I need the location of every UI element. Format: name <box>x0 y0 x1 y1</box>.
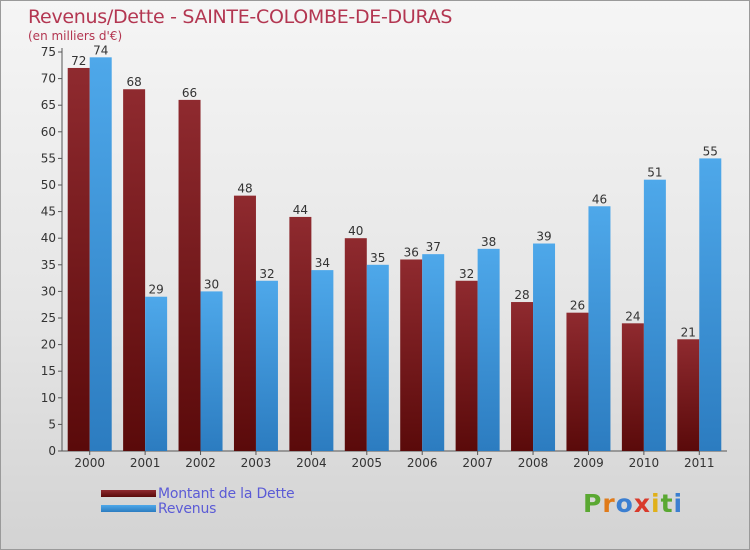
y-tick-label-20: 20 <box>41 338 56 352</box>
x-tick-label-2008: 2008 <box>518 456 549 470</box>
bar-revenus-2005 <box>366 264 389 451</box>
x-tick-label-2002: 2002 <box>185 456 216 470</box>
value-labels: 72 74 68 29 66 30 48 32 44 34 40 35 36 37 32 38 28 39 26 46… <box>71 43 718 339</box>
value-label-revenus-2011: 55 <box>703 144 718 158</box>
bar-revenus-2002 <box>200 291 223 451</box>
y-tick-label-50: 50 <box>41 178 56 192</box>
value-label-dette-2003: 48 <box>237 182 252 196</box>
bar-dette-2008 <box>511 302 534 451</box>
bar-revenus-2009 <box>588 206 611 451</box>
bar-revenus-2004 <box>311 270 334 451</box>
value-label-dette-2007: 32 <box>459 267 474 281</box>
value-label-dette-2001: 68 <box>126 75 141 89</box>
y-tick-label-30: 30 <box>41 284 56 298</box>
value-label-dette-2010: 24 <box>625 309 640 323</box>
bar-revenus-2000 <box>89 57 112 451</box>
bar-dette-2003 <box>233 195 256 451</box>
y-tick-label-5: 5 <box>48 417 56 431</box>
value-label-dette-2000: 72 <box>71 54 86 68</box>
bar-dette-2000 <box>67 67 90 452</box>
value-label-revenus-2008: 39 <box>536 230 551 244</box>
y-tick-label-15: 15 <box>41 364 56 378</box>
value-label-revenus-2002: 30 <box>204 277 219 291</box>
value-label-dette-2005: 40 <box>348 224 363 238</box>
value-label-dette-2011: 21 <box>681 325 696 339</box>
bar-revenus-2010 <box>643 179 666 451</box>
logo-letter: P <box>583 489 603 518</box>
bar-revenus-2001 <box>145 296 168 451</box>
value-label-revenus-2003: 32 <box>259 267 274 281</box>
logo-letter: t <box>660 489 674 518</box>
x-tick-label-2006: 2006 <box>407 456 438 470</box>
value-label-dette-2009: 26 <box>570 299 585 313</box>
x-tick-label-2004: 2004 <box>296 456 327 470</box>
bar-revenus-2007 <box>477 248 500 451</box>
bar-dette-2001 <box>123 89 146 452</box>
bar-dette-2009 <box>566 312 589 451</box>
y-tick-label-25: 25 <box>41 311 56 325</box>
legend-label-revenus: Revenus <box>158 500 217 517</box>
y-tick-label-10: 10 <box>41 391 56 405</box>
bar-dette-2004 <box>289 216 312 451</box>
bar-dette-2007 <box>455 280 478 451</box>
logo-letter: i <box>673 489 684 518</box>
logo-letter: x <box>633 489 651 518</box>
y-tick-label-65: 65 <box>41 98 56 112</box>
x-tick-label-2009: 2009 <box>573 456 604 470</box>
value-label-revenus-2006: 37 <box>426 240 441 254</box>
bar-dette-2010 <box>621 323 644 451</box>
y-tick-label-70: 70 <box>41 72 56 86</box>
y-tick-label-45: 45 <box>41 205 56 219</box>
x-tick-label-2001: 2001 <box>130 456 161 470</box>
value-label-revenus-2001: 29 <box>148 283 163 297</box>
value-label-revenus-2000: 74 <box>93 43 108 57</box>
y-tick-label-60: 60 <box>41 125 56 139</box>
bar-revenus-2011 <box>699 158 722 451</box>
x-tick-label-2007: 2007 <box>462 456 493 470</box>
y-tick-label-40: 40 <box>41 231 56 245</box>
value-label-revenus-2010: 51 <box>647 166 662 180</box>
bar-dette-2011 <box>677 339 700 451</box>
chart-title: Revenus/Dette - SAINTE-COLOMBE-DE-DURAS <box>28 6 453 28</box>
value-label-dette-2006: 36 <box>404 245 419 259</box>
x-tick-label-2005: 2005 <box>352 456 383 470</box>
bar-dette-2005 <box>344 238 367 451</box>
axes: 0 5 10 15 20 25 30 35 40 45 50 55 60 65 70 75 2000 2001 20… <box>41 45 727 470</box>
bar-revenus-2003 <box>255 280 278 451</box>
value-label-dette-2004: 44 <box>293 203 308 217</box>
chart-subtitle: (en milliers d'€) <box>28 29 123 43</box>
x-tick-label-2010: 2010 <box>629 456 660 470</box>
bar-dette-2002 <box>178 99 201 451</box>
bar-dette-2006 <box>400 259 423 451</box>
value-label-dette-2008: 28 <box>514 288 529 302</box>
legend: Montant de la Dette Revenus <box>101 485 295 517</box>
y-tick-label-75: 75 <box>41 45 56 59</box>
x-tick-label-2000: 2000 <box>74 456 105 470</box>
legend-label-dette: Montant de la Dette <box>158 485 295 502</box>
value-label-revenus-2005: 35 <box>370 251 385 265</box>
y-tick-label-55: 55 <box>41 151 56 165</box>
y-tick-label-0: 0 <box>48 444 56 458</box>
logo-letter: r <box>602 489 616 518</box>
value-label-dette-2002: 66 <box>182 86 197 100</box>
value-label-revenus-2007: 38 <box>481 235 496 249</box>
value-label-revenus-2004: 34 <box>315 256 330 270</box>
y-tick-label-35: 35 <box>41 258 56 272</box>
logo-letter: i <box>651 489 661 518</box>
logo-letter: o <box>615 489 634 518</box>
legend-swatch-dette <box>101 490 156 497</box>
bar-revenus-2008 <box>533 243 556 451</box>
proxiti-logo: Proxiti <box>583 489 683 518</box>
bar-revenus-2006 <box>422 254 445 451</box>
value-label-revenus-2009: 46 <box>592 192 607 206</box>
legend-item-dette: Montant de la Dette <box>101 485 295 502</box>
legend-swatch-revenus <box>101 505 156 512</box>
x-tick-label-2003: 2003 <box>241 456 272 470</box>
x-tick-label-2011: 2011 <box>684 456 715 470</box>
legend-item-revenus: Revenus <box>101 500 294 517</box>
bars <box>67 57 722 452</box>
